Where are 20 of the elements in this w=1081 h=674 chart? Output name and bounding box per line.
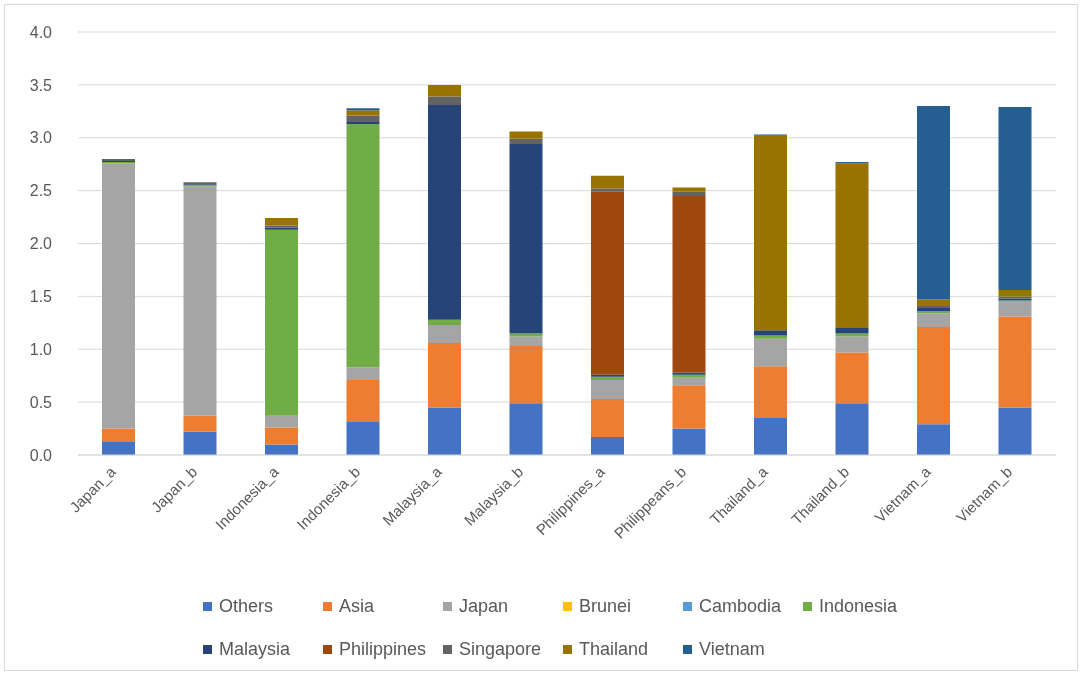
legend-label: Philippines xyxy=(339,638,427,660)
y-tick-label: 2.0 xyxy=(29,235,53,253)
legend-label: Singapore xyxy=(459,638,542,660)
legend-label: Brunei xyxy=(579,595,632,617)
legend-label: Vietnam xyxy=(699,638,765,660)
legend-label: Japan xyxy=(459,595,509,617)
y-tick-label: 1.0 xyxy=(29,340,53,358)
legend-label: Thailand xyxy=(579,638,649,660)
y-tick-label: 3.0 xyxy=(29,129,53,147)
y-tick-label: 1.5 xyxy=(29,288,53,306)
legend-label: Cambodia xyxy=(699,595,782,617)
y-tick-label: 0.5 xyxy=(29,393,53,411)
y-tick-label: 0.0 xyxy=(29,446,53,464)
y-tick-label: 4.0 xyxy=(29,23,53,41)
legend-label: Indonesia xyxy=(819,595,898,617)
y-tick-label: 2.5 xyxy=(29,182,53,200)
legend-label: Asia xyxy=(339,595,375,617)
y-tick-label: 3.5 xyxy=(29,76,53,94)
legend-label: Others xyxy=(219,595,274,617)
legend-label: Malaysia xyxy=(219,638,291,660)
